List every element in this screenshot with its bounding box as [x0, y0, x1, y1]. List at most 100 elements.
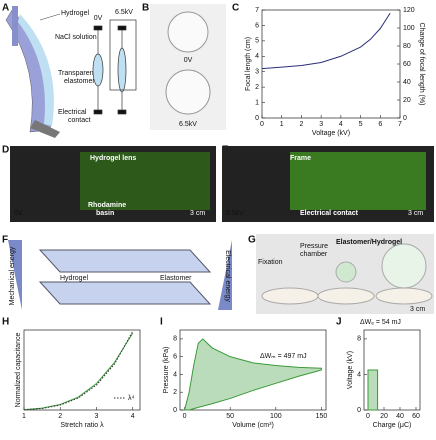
x-axis-label: Charge (μC) [373, 422, 412, 429]
label: Rhodamine [88, 202, 126, 209]
label: chamber [300, 251, 328, 258]
y-tick-label: 0 [255, 115, 259, 122]
y-tick-label: 0 [357, 407, 361, 414]
label: Elastomer/Hydrogel [336, 239, 402, 246]
label: 0V [94, 15, 103, 22]
axes-frame [23, 329, 141, 411]
y2-tick-label: 20 [403, 97, 411, 104]
y-tick-label: 8 [357, 336, 361, 343]
x-tick-label: 1 [22, 413, 26, 420]
lens-icons [92, 19, 137, 115]
scale-bar: 3 cm [410, 306, 425, 313]
panel-letter: J [336, 317, 342, 328]
x-tick-label: 100 [270, 413, 282, 420]
x-axis-label: Voltage (kV) [312, 130, 350, 137]
label: Pressure [300, 243, 328, 250]
y2-axis-label: Change of focal length (%) [418, 23, 425, 106]
y-axis-label: Voltage (kV) [347, 351, 354, 389]
x-tick-label: 4 [131, 413, 135, 420]
y2-tick-label: 40 [403, 79, 411, 86]
panel-letter: I [160, 317, 163, 328]
panel-letter: B [142, 3, 149, 14]
x-tick-label: 0 [260, 121, 264, 128]
label: Hydrogel lens [90, 155, 136, 162]
y-tick-label: 8 [173, 336, 177, 343]
y-tick-label: 4 [255, 53, 259, 60]
panel-letter: H [2, 317, 9, 328]
area [367, 369, 379, 411]
x-tick-label: 2 [58, 413, 62, 420]
x-tick-label: 60 [412, 413, 420, 420]
label: 6.5kV [179, 121, 197, 128]
x-tick-label: 0 [183, 413, 187, 420]
label: Elastomer [160, 275, 192, 282]
x-tick-label: 1 [280, 121, 284, 128]
label: Hydrogel [61, 10, 89, 17]
y2-tick-label: 100 [403, 25, 415, 32]
axes-frame [261, 9, 401, 119]
y2-tick-label: 120 [403, 7, 415, 14]
y-axis-label: Normalized capacitance [15, 333, 22, 408]
photo-detail [290, 152, 426, 210]
label: 6.5kV [226, 210, 244, 217]
scale-bar: 3 cm [190, 210, 205, 217]
y-tick-label: 1 [255, 99, 259, 106]
label: NaCl solution [55, 34, 97, 41]
label: 0V [184, 57, 193, 64]
panel-letter: A [2, 3, 9, 14]
y-tick-label: 2 [255, 84, 259, 91]
x-tick-label: 20 [380, 413, 388, 420]
y-tick-label: 6 [173, 354, 177, 361]
y2-tick-label: 60 [403, 61, 411, 68]
panel-letter: C [232, 3, 239, 14]
panel-letter: D [2, 145, 9, 156]
line [261, 12, 391, 70]
x-tick-label: 4 [339, 121, 343, 128]
y-tick-label: 3 [255, 69, 259, 76]
energy-diagram [8, 240, 232, 310]
x-tick-label: 7 [398, 121, 402, 128]
y-axis-label: Focal length (cm) [245, 37, 252, 91]
y-tick-label: 5 [255, 38, 259, 45]
legend-label: λ⁴ [128, 395, 135, 402]
label: Transparent [58, 70, 96, 77]
y-tick-label: 7 [255, 7, 259, 14]
axes-frame [179, 329, 327, 411]
leader [39, 13, 61, 21]
label: Frame [290, 155, 311, 162]
photo-detail [80, 152, 210, 210]
label: basin [96, 210, 114, 217]
line [23, 332, 134, 411]
lens-diagram [5, 6, 60, 138]
y-axis-label: Pressure (kPa) [163, 347, 170, 394]
x-axis-label: Stretch ratio λ [60, 422, 104, 429]
area [183, 338, 322, 411]
label: elastomer [64, 78, 95, 85]
x-tick-label: 5 [359, 121, 363, 128]
y-tick-label: 2 [173, 389, 177, 396]
label: Electrical [58, 109, 87, 116]
annotation: ΔWₑ = 54 mJ [360, 319, 401, 326]
x-tick-label: 50 [226, 413, 234, 420]
lens-photos [150, 4, 226, 130]
photo-detail [261, 243, 433, 305]
y-tick-label: 6 [255, 22, 259, 29]
line [23, 330, 134, 411]
label: 6.5kV [115, 9, 133, 16]
y2-tick-label: 0 [403, 115, 407, 122]
label: Mechanical energy [9, 246, 16, 305]
label: 0V [14, 210, 23, 217]
panel-letter: F [2, 235, 8, 246]
y-tick-label: 4 [357, 371, 361, 378]
label: contact [68, 117, 91, 124]
y-tick-label: 0 [173, 407, 177, 414]
x-tick-label: 0 [366, 413, 370, 420]
label: Fixation [258, 259, 283, 266]
x-tick-label: 150 [316, 413, 328, 420]
x-axis-label: Volume (cm³) [232, 422, 274, 429]
x-tick-label: 40 [396, 413, 404, 420]
y2-tick-label: 80 [403, 43, 411, 50]
annotation: ΔWₘ = 497 mJ [260, 353, 307, 360]
label: Electrical contact [300, 210, 359, 217]
